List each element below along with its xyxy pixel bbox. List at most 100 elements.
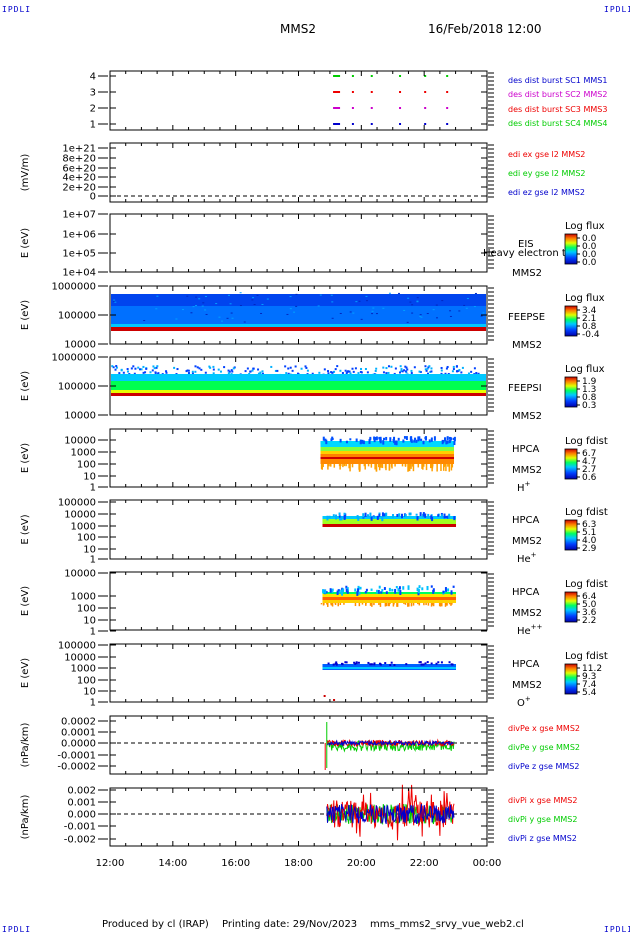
hpca-he-speck	[431, 516, 434, 522]
colorbar	[564, 305, 578, 337]
feepse-speckle	[204, 295, 207, 297]
feepsi-speckle	[228, 370, 231, 373]
feepsi-speckle	[230, 369, 233, 372]
hpca-h-speck	[379, 438, 382, 442]
hpca-o-speck	[393, 663, 396, 666]
feepsi-speckle	[413, 366, 416, 369]
hpca-h-spike	[370, 464, 373, 468]
y-tick-label: 2e+20	[62, 183, 96, 194]
footer-printing-date: Printing date: 29/Nov/2023	[222, 919, 358, 930]
feepsi-speckle	[126, 370, 129, 373]
hpca-hepp-speck	[452, 585, 455, 588]
feepse-speckle	[426, 313, 429, 315]
colorbar	[564, 448, 578, 480]
hpca-hepp-speck	[442, 590, 445, 594]
feepsi-speckle	[134, 367, 137, 370]
y-tick-label: 3	[90, 88, 96, 99]
colorbar-title: Log fdist	[565, 436, 608, 447]
hpca-he-speck	[446, 515, 449, 519]
feepsi-speckle	[424, 365, 427, 368]
feepse-speckle	[181, 309, 184, 311]
feepsi-speckle	[354, 367, 357, 370]
hpca-hepp-speck	[338, 589, 341, 594]
feepse-speckle	[293, 311, 296, 313]
feepsi-speckle	[212, 372, 215, 375]
y-tick-label: 100	[77, 604, 96, 615]
hpca-h-speck	[449, 437, 452, 441]
hpca-he-speck	[335, 514, 338, 520]
feepsi-speckle	[352, 370, 355, 373]
colorbar-tick-label: 4.0	[582, 536, 597, 546]
feepsi-speckle	[366, 371, 369, 374]
hpca-h-spike	[417, 464, 420, 468]
feepse-band-red	[111, 327, 486, 331]
y-axis-label: E (eV)	[20, 514, 31, 544]
y-tick-label: 100	[77, 676, 96, 687]
hpca-o-speck	[335, 662, 338, 665]
burst-mark	[370, 75, 373, 77]
feepsi-speckle	[294, 365, 297, 368]
spacecraft-label: MMS2	[512, 608, 542, 619]
hpca-hepp-band	[322, 597, 457, 600]
hpca-hepp-speck	[380, 591, 383, 594]
feepse-speckle	[195, 305, 198, 307]
hpca-hepp-speck	[391, 588, 394, 592]
burst-mark	[333, 107, 341, 109]
feepsi-band-red	[111, 393, 486, 396]
hpca-he-speck	[381, 516, 384, 522]
y-tick-label: 1	[90, 555, 96, 566]
feepse-speckle	[458, 310, 461, 312]
feepsi-speckle	[151, 369, 154, 372]
feepsi-speckle	[394, 367, 397, 370]
colorbar-title: Log fdist	[565, 579, 608, 590]
hpca-h-spike	[412, 464, 415, 472]
y-axis-label: E (eV)	[20, 658, 31, 688]
feepse-speckle	[441, 300, 444, 302]
hpca-hepp-speck	[417, 589, 420, 594]
feepsi-speckle	[451, 370, 454, 373]
hpca-h-spike	[394, 464, 396, 467]
y-axis-label: E (eV)	[20, 228, 31, 258]
colorbar-tick-label: -0.4	[582, 330, 600, 340]
hpca-h-spike	[421, 464, 423, 469]
feepsi-speckle	[440, 372, 443, 375]
hpca-hepp-speck	[322, 589, 325, 593]
feepse-speckle	[449, 315, 452, 317]
y-tick-label: 1	[90, 627, 96, 638]
hpca-o-band	[322, 667, 457, 669]
hpca-he-speck	[415, 513, 418, 516]
hpca-o-speck	[335, 661, 338, 664]
hpca-h-speck	[409, 436, 412, 441]
hpca-h-speck	[373, 436, 376, 440]
y-tick-label: 10	[83, 545, 96, 556]
hpca-hepp-speck	[370, 588, 373, 591]
feepse-speckle	[295, 293, 298, 295]
hpca-h-band	[320, 457, 455, 459]
feepsi-speckle	[219, 370, 222, 373]
feepse-speckle	[243, 321, 246, 323]
hpca-h-speck	[420, 438, 423, 441]
hpca-h-speck	[441, 439, 444, 445]
hpca-h-speck	[331, 436, 334, 440]
hpca-h-spike	[322, 464, 324, 468]
y-tick-label: 0.0002	[61, 717, 96, 728]
feepse-speckle	[113, 299, 116, 301]
y-tick-label: 1000	[71, 592, 96, 603]
hpca-hepp-spike	[412, 603, 415, 606]
hpca-he-band	[322, 519, 457, 524]
feepsi-speckle	[287, 367, 290, 370]
colorbar-title: Log flux	[565, 293, 605, 304]
hpca-he-speck	[409, 512, 412, 516]
colorbar	[564, 663, 578, 695]
hpca-h-spike	[425, 464, 428, 471]
hpca-hepp-band	[322, 600, 457, 603]
feepsi-speckle	[387, 365, 390, 368]
hpca-hepp-speck	[381, 589, 384, 592]
feepsi-speckle	[276, 369, 279, 372]
hpca-h-speck	[446, 436, 449, 440]
hpca-h-spike	[410, 464, 412, 469]
hpca-h-speck	[389, 437, 392, 442]
feepsi-speckle	[130, 367, 133, 370]
feepsi-speckle	[400, 370, 403, 373]
feepse-speckle	[474, 292, 477, 294]
